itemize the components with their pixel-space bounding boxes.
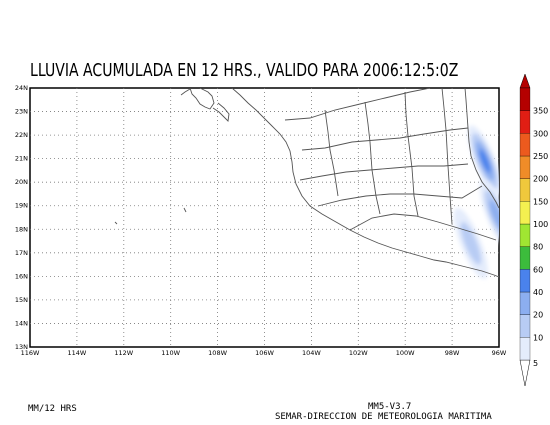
x-tick-label: 114W xyxy=(67,349,86,357)
colorbar-label: 40 xyxy=(533,288,543,297)
y-tick-label: 17N xyxy=(15,249,28,257)
colorbar-swatch xyxy=(519,337,531,361)
colorbar-label: 100 xyxy=(533,220,548,229)
colorbar-label: 250 xyxy=(533,152,548,161)
colorbar-swatch xyxy=(519,223,531,247)
colorbar-label: 300 xyxy=(533,129,548,138)
x-tick-label: 112W xyxy=(114,349,133,357)
colorbar-swatch xyxy=(519,155,531,179)
colorbar-swatch xyxy=(519,291,531,315)
colorbar-label: 10 xyxy=(533,333,543,342)
footer-organization: SEMAR-DIRECCION DE METEOROLOGIA MARITIMA xyxy=(275,412,492,422)
colorbar-swatch xyxy=(519,246,531,270)
y-tick-label: 23N xyxy=(15,108,28,116)
colorbar-swatch xyxy=(519,314,531,338)
x-tick-label: 104W xyxy=(302,349,321,357)
rain-area xyxy=(479,179,499,251)
colorbar-label: 200 xyxy=(533,175,548,184)
x-tick-label: 96W xyxy=(492,349,507,357)
y-tick-label: 19N xyxy=(15,202,28,210)
colorbar-swatch xyxy=(519,110,531,134)
colorbar-swatch xyxy=(519,87,531,111)
colorbar-label: 150 xyxy=(533,197,548,206)
y-tick-label: 24N xyxy=(15,84,28,92)
colorbar: 5 10 20 40 60 80 100 150 200 250 300 350 xyxy=(519,73,548,387)
y-tick-label: 22N xyxy=(15,131,28,139)
rain-area xyxy=(453,207,488,279)
rain-areas xyxy=(453,125,499,279)
y-tick-label: 20N xyxy=(15,178,28,186)
y-tick-label: 14N xyxy=(15,319,28,327)
y-tick-label: 15N xyxy=(15,296,28,304)
colorbar-bottom-arrow xyxy=(519,359,531,387)
x-tick-label: 116W xyxy=(21,349,40,357)
y-tick-label: 13N xyxy=(15,343,28,351)
colorbar-swatch xyxy=(519,133,531,157)
x-tick-label: 100W xyxy=(396,349,415,357)
colorbar-top-arrow xyxy=(519,73,531,89)
y-tick-labels: 13N 14N 15N 16N 17N 18N 19N 20N 21N 22N 23N 24N xyxy=(15,84,28,351)
colorbar-label: 80 xyxy=(533,243,543,252)
colorbar-swatch xyxy=(519,201,531,225)
x-tick-label: 102W xyxy=(349,349,368,357)
rain-area xyxy=(467,125,499,197)
y-tick-label: 21N xyxy=(15,155,28,163)
colorbar-label: 60 xyxy=(533,265,543,274)
y-tick-label: 18N xyxy=(15,225,28,233)
colorbar-label: 350 xyxy=(533,107,548,116)
x-tick-label: 108W xyxy=(208,349,227,357)
footer-left-label: MM/12 HRS xyxy=(28,404,77,414)
footer-model-version: MM5-V3.7 xyxy=(368,402,412,412)
colorbar-swatch xyxy=(519,269,531,293)
colorbar-label: 20 xyxy=(533,311,543,320)
colorbar-label: 5 xyxy=(533,359,538,368)
map-title: LLUVIA ACUMULADA EN 12 HRS., VALIDO PARA… xyxy=(30,60,459,81)
x-tick-label: 98W xyxy=(445,349,460,357)
x-tick-labels: 116W 114W 112W 110W 108W 106W 104W 102W 100W 98W 9… xyxy=(21,349,507,357)
x-tick-label: 110W xyxy=(161,349,180,357)
coastline xyxy=(114,88,499,278)
x-tick-label: 106W xyxy=(255,349,274,357)
colorbar-swatch xyxy=(519,178,531,202)
y-tick-label: 16N xyxy=(15,272,28,280)
